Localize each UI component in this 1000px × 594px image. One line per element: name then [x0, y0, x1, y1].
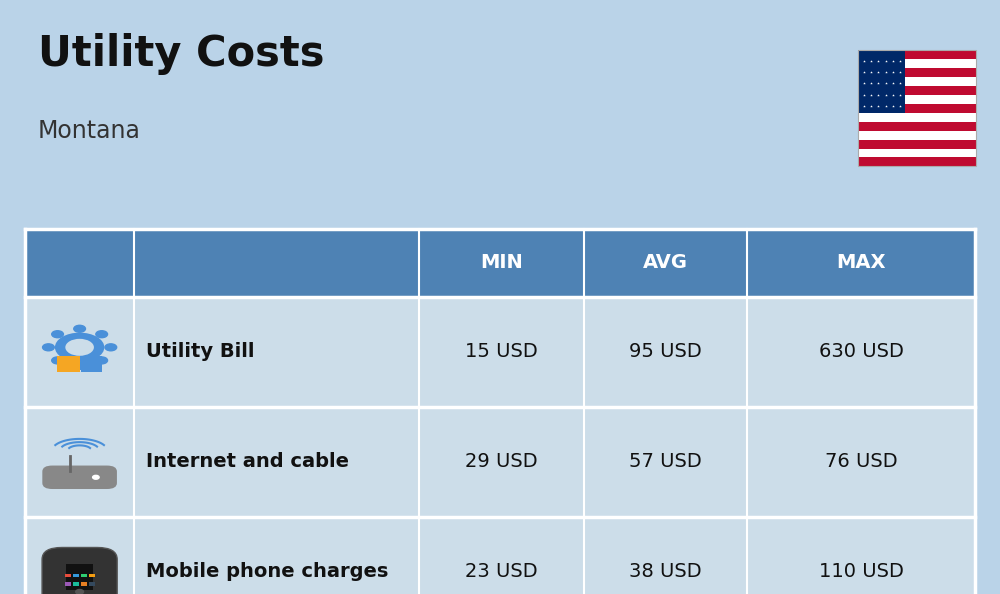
Bar [858, 148, 976, 157]
Circle shape [52, 331, 63, 337]
Circle shape [52, 357, 63, 364]
Bar [81, 574, 87, 577]
Text: Utility Costs: Utility Costs [38, 33, 324, 75]
Text: 15 USD: 15 USD [465, 343, 538, 361]
Bar [858, 50, 976, 166]
Text: 29 USD: 29 USD [465, 453, 538, 471]
Bar [858, 131, 976, 140]
Text: 110 USD: 110 USD [819, 563, 903, 581]
Bar [65, 582, 71, 586]
Bar [858, 95, 976, 104]
Bar [66, 564, 93, 590]
Text: 76 USD: 76 USD [825, 453, 897, 471]
Bar [25, 517, 975, 594]
Bar [858, 122, 976, 131]
Bar [858, 50, 976, 59]
Text: MIN: MIN [480, 254, 523, 272]
Bar [858, 86, 976, 95]
FancyBboxPatch shape [42, 548, 117, 594]
Circle shape [55, 333, 104, 362]
Bar [81, 356, 102, 372]
Circle shape [76, 589, 84, 594]
Circle shape [93, 475, 99, 479]
Text: Utility Bill: Utility Bill [146, 343, 255, 361]
Bar [25, 297, 975, 407]
Bar [858, 68, 976, 77]
Bar [858, 113, 976, 122]
Bar [858, 50, 905, 113]
Bar [65, 574, 71, 577]
Bar [858, 104, 976, 113]
Bar [25, 229, 975, 297]
Circle shape [96, 331, 108, 337]
Bar [858, 77, 976, 86]
Text: Internet and cable: Internet and cable [146, 453, 349, 471]
Bar [858, 157, 976, 166]
Text: AVG: AVG [643, 254, 688, 272]
Circle shape [65, 339, 94, 356]
Bar [858, 140, 976, 148]
Bar [81, 582, 87, 586]
Circle shape [96, 357, 108, 364]
Circle shape [74, 362, 85, 369]
Circle shape [43, 344, 54, 351]
Text: Montana: Montana [38, 119, 141, 143]
Bar [73, 582, 79, 586]
Bar [858, 59, 976, 68]
Text: 630 USD: 630 USD [819, 343, 903, 361]
Bar [73, 574, 79, 577]
Text: 95 USD: 95 USD [629, 343, 702, 361]
FancyBboxPatch shape [42, 466, 117, 489]
Text: 23 USD: 23 USD [465, 563, 538, 581]
Bar [25, 407, 975, 517]
Text: 38 USD: 38 USD [629, 563, 702, 581]
Bar [89, 574, 95, 577]
Circle shape [74, 326, 85, 332]
Circle shape [105, 344, 117, 351]
Bar [89, 582, 95, 586]
Bar [57, 356, 80, 372]
Text: 57 USD: 57 USD [629, 453, 702, 471]
Text: Mobile phone charges: Mobile phone charges [146, 563, 389, 581]
Text: MAX: MAX [836, 254, 886, 272]
